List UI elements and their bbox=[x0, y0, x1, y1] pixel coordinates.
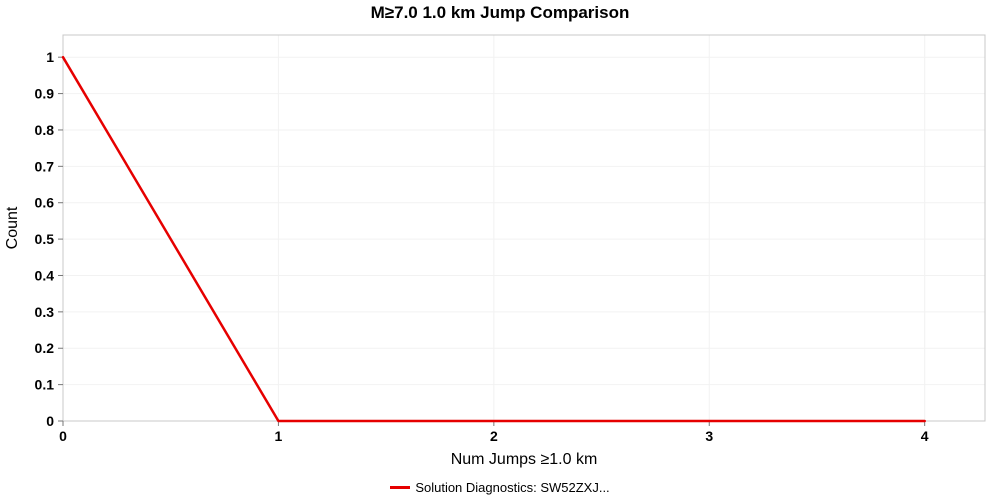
y-tick-label: 0.6 bbox=[35, 195, 55, 211]
y-tick-label: 0.5 bbox=[35, 231, 55, 247]
x-tick-label: 1 bbox=[275, 428, 283, 444]
legend-label: Solution Diagnostics: SW52ZXJ... bbox=[415, 480, 610, 495]
series-line bbox=[61, 55, 926, 423]
legend: Solution Diagnostics: SW52ZXJ... bbox=[0, 480, 1000, 495]
y-tick-label: 0.2 bbox=[35, 340, 55, 356]
y-tick-label: 1 bbox=[46, 49, 54, 65]
x-tick-label: 3 bbox=[705, 428, 713, 444]
axis-layer: 0 1 2 3 4 0 0.1 0.2 0.3 0.4 0.5 0.6 0.7 0.8 0.9 1 bbox=[35, 34, 986, 444]
y-axis-label: Count bbox=[4, 206, 21, 249]
y-tick-label: 0 bbox=[46, 413, 54, 429]
y-tick-label: 0.9 bbox=[35, 86, 55, 102]
y-tick-label: 0.1 bbox=[35, 377, 55, 393]
x-tick-label: 2 bbox=[490, 428, 498, 444]
grid-layer bbox=[62, 35, 985, 422]
legend-line-swatch bbox=[390, 486, 411, 489]
chart-title: M≥7.0 1.0 km Jump Comparison bbox=[370, 3, 630, 22]
plot-border bbox=[62, 34, 986, 422]
y-tick-label: 0.3 bbox=[35, 304, 55, 320]
x-tick-label: 4 bbox=[921, 428, 929, 444]
x-tick-label: 0 bbox=[59, 428, 67, 444]
y-tick-label: 0.8 bbox=[35, 122, 55, 138]
y-tick-label: 0.7 bbox=[35, 158, 55, 174]
x-axis-label: Num Jumps ≥1.0 km bbox=[451, 451, 598, 468]
y-tick-label: 0.4 bbox=[35, 267, 55, 283]
series-layer bbox=[61, 55, 926, 423]
